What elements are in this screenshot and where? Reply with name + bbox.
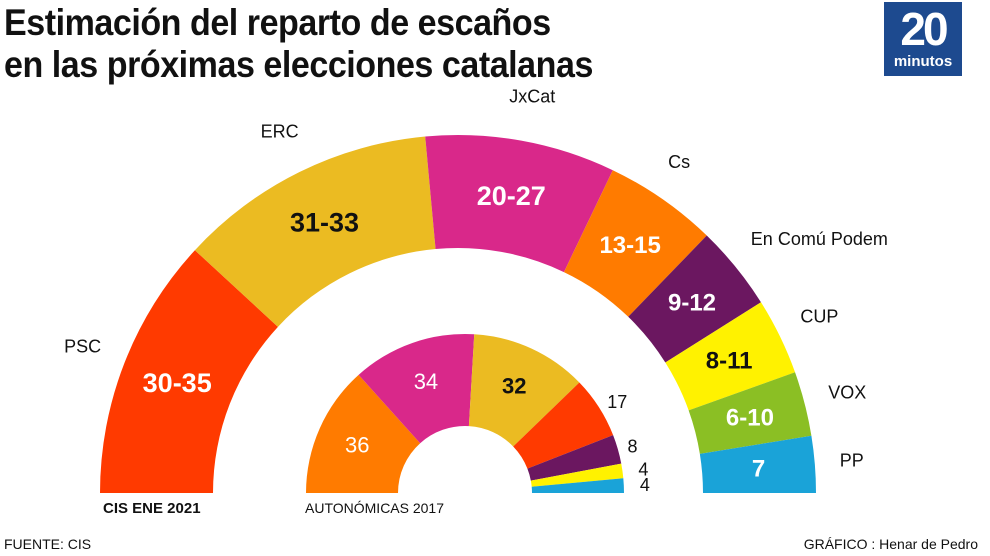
seat-segment-cup [665, 302, 796, 411]
seat-value-label: 4 [638, 459, 648, 479]
party-label: PSC [64, 336, 101, 356]
seat-segment-2017 [513, 382, 614, 469]
party-label: PP [840, 451, 864, 471]
seat-value-label: 8-11 [706, 348, 753, 375]
seat-value-label: 6-10 [726, 404, 774, 431]
seat-value-label: 13-15 [599, 232, 660, 259]
party-label: Cs [668, 152, 690, 172]
inner-subtitle: AUTONÓMICAS 2017 [305, 500, 445, 516]
seat-value-label: 32 [502, 373, 526, 398]
seat-value-label: 36 [345, 433, 369, 458]
logo-word: minutos [893, 53, 953, 70]
seat-segment-2017 [306, 374, 421, 493]
seat-value-label: 7 [752, 455, 765, 482]
20minutos-logo: 20 minutos [884, 2, 962, 76]
seat-segment-2017 [531, 478, 624, 493]
outer-subtitle: CIS ENE 2021 [103, 500, 201, 517]
seat-segment-2017 [527, 435, 622, 481]
seat-segment-erc [194, 136, 436, 327]
seat-segment-jxcat [425, 135, 613, 273]
seat-segment-psc [100, 250, 278, 493]
seat-value-label: 20-27 [477, 181, 546, 211]
seat-segment-cs [563, 170, 707, 317]
seat-value-label: 4 [640, 475, 650, 495]
seat-value-label: 8 [627, 436, 637, 456]
title-line-1: Estimación del reparto de escaños [4, 2, 551, 43]
seat-segment-2017 [468, 334, 580, 447]
chart-title: Estimación del reparto de escaños en las… [4, 2, 593, 86]
source-note: FUENTE: CIS [4, 536, 92, 552]
seat-segment-en-comú-podem [628, 235, 761, 363]
seat-value-label: 34 [414, 369, 438, 394]
seat-segment-pp [699, 435, 816, 493]
seat-segment-vox [688, 372, 812, 454]
party-label: En Comú Podem [751, 229, 888, 249]
seat-segment-2017 [358, 334, 475, 444]
party-label: JxCat [509, 86, 555, 106]
party-label: ERC [261, 122, 299, 142]
party-label: CUP [800, 307, 838, 327]
party-label: VOX [828, 382, 866, 402]
logo-number: 20 [900, 3, 948, 55]
seat-value-label: 9-12 [668, 289, 716, 316]
seat-value-label: 17 [607, 392, 627, 412]
title-line-2: en las próximas elecciones catalanas [4, 44, 593, 85]
credit-note: GRÁFICO : Henar de Pedro [803, 536, 978, 552]
seat-segment-2017 [530, 463, 624, 487]
seat-value-label: 31-33 [290, 208, 359, 238]
seat-value-label: 30-35 [143, 368, 212, 398]
